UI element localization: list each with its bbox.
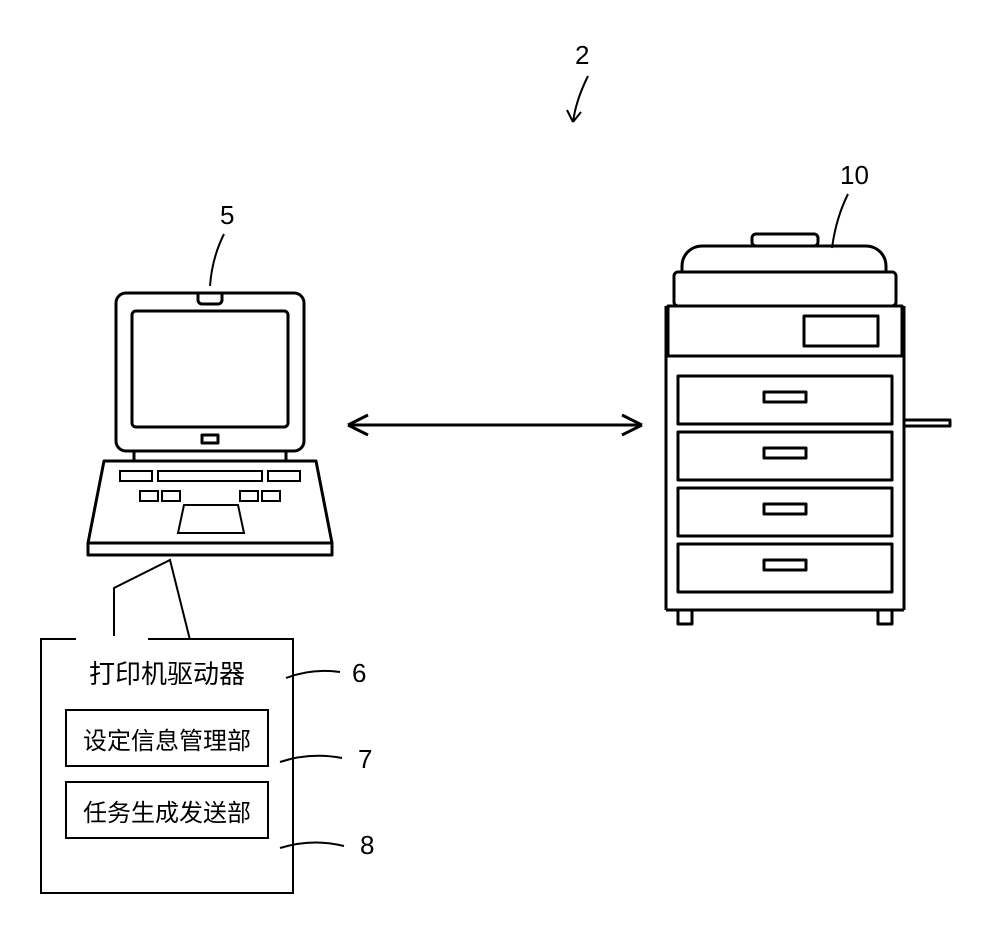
printer-driver-callout: 打印机驱动器 设定信息管理部 任务生成发送部 <box>40 638 294 894</box>
settings-label: 7 <box>358 744 372 775</box>
pointer-mask <box>76 636 148 642</box>
laptop-label: 5 <box>220 200 234 231</box>
system-label: 2 <box>575 40 589 71</box>
connection-arrow <box>330 405 660 445</box>
job-gen-box: 任务生成发送部 <box>65 781 269 839</box>
settings-mgmt-box: 设定信息管理部 <box>65 709 269 767</box>
driver-label: 6 <box>352 658 366 689</box>
callout-title: 打印机驱动器 <box>42 654 292 691</box>
system-leader-arrow <box>540 60 620 150</box>
printer-label: 10 <box>840 160 869 191</box>
laptop-illustration <box>80 285 340 565</box>
callout-pointer <box>40 558 220 648</box>
driver-leader <box>282 664 352 684</box>
jobgen-leader <box>276 836 354 856</box>
jobgen-label: 8 <box>360 830 374 861</box>
diagram-canvas: 2 5 10 <box>0 0 1000 940</box>
printer-illustration <box>640 200 960 630</box>
settings-leader <box>276 750 352 770</box>
